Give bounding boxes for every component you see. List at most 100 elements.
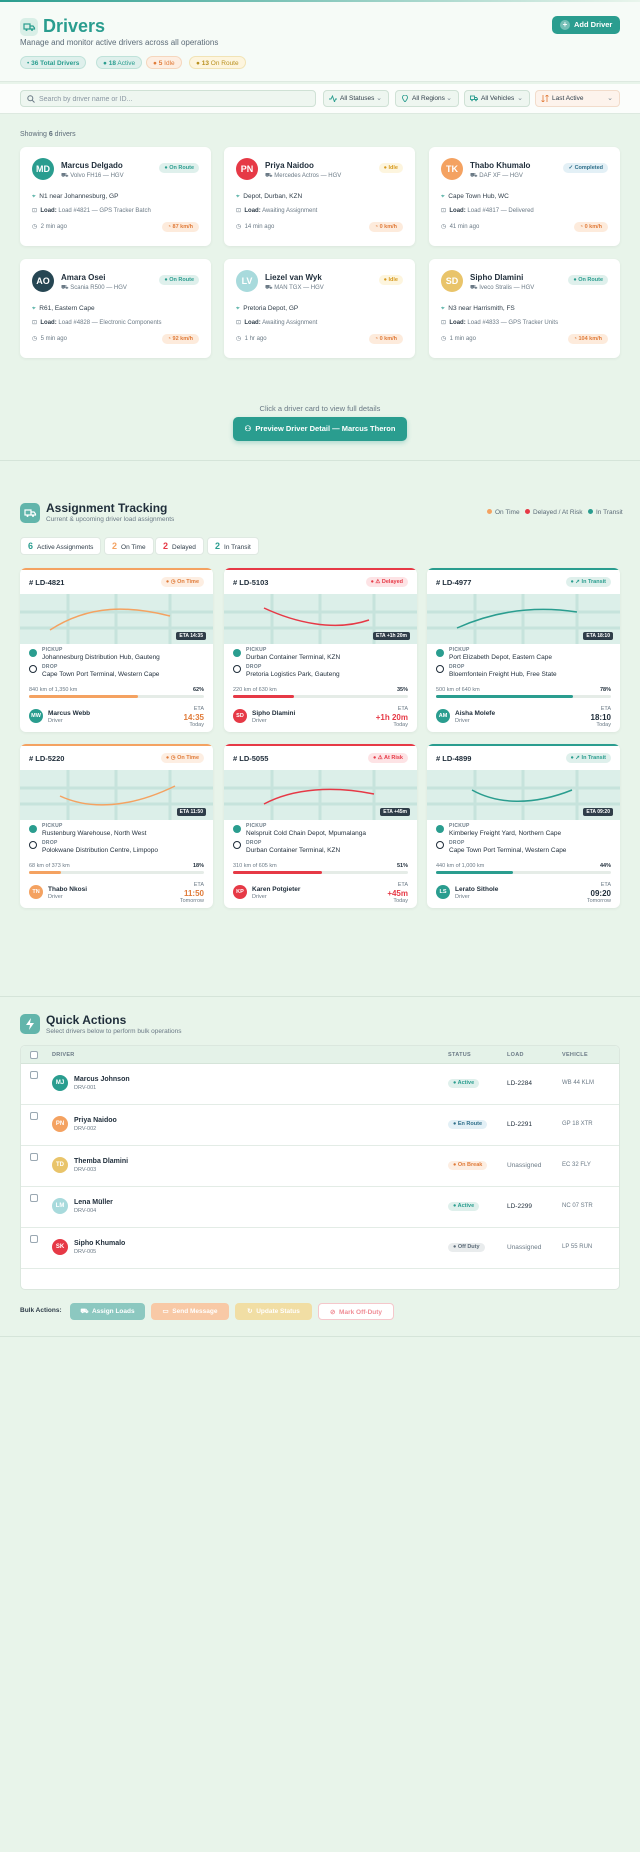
driver-card[interactable]: LV Liezel van Wyk ⛟ MAN TGX — HGV ● Idle… [224, 259, 415, 358]
driver-load: ⊡ Load: Awaiting Assignment [236, 208, 318, 214]
chevron-down-icon: ⌄ [607, 95, 613, 102]
load-value: LD-2299 [507, 1203, 532, 1210]
assignment-card[interactable]: # LD-4977 ● ➚ In Transit ETA 18:10 PICKU… [427, 568, 620, 732]
pill-idle[interactable]: ● 5 Idle [146, 56, 182, 69]
table-row[interactable]: SK Sipho Khumalo DRV-005 ● Off Duty Unas… [21, 1228, 619, 1269]
load-id: # LD-4821 [29, 578, 65, 587]
status-strip [224, 568, 417, 570]
truck-icon: ⛟ [80, 1308, 89, 1315]
search-input[interactable] [39, 93, 309, 105]
vehicle-filter[interactable]: All Vehicles ⌄ [464, 90, 530, 107]
status-badge: ● ◷ On Time [160, 753, 204, 763]
legend-delayed: Delayed / At Risk [525, 509, 583, 516]
progress-fill [436, 695, 573, 698]
vehicle-value: EC 32 FLY [562, 1162, 591, 1168]
region-filter[interactable]: All Regions ⌄ [395, 90, 459, 107]
assignment-card[interactable]: # LD-4821 ● ◷ On Time ETA 14:35 PICKUP J… [20, 568, 213, 732]
package-icon: ⊡ [441, 320, 447, 326]
route-line [59, 785, 176, 806]
table-row[interactable]: MJ Marcus Johnson DRV-001 ● Active LD-22… [21, 1064, 619, 1105]
row-checkbox[interactable] [30, 1194, 38, 1202]
map-eta-badge: ETA 09:20 [583, 808, 613, 816]
assignment-card[interactable]: # LD-4899 ● ➚ In Transit ETA 09:20 PICKU… [427, 744, 620, 908]
column-status[interactable]: STATUS [448, 1052, 471, 1058]
row-checkbox[interactable] [30, 1071, 38, 1079]
table-row[interactable]: PN Priya Naidoo DRV-002 ● En Route LD-22… [21, 1105, 619, 1146]
eta-label: ETA [600, 706, 611, 712]
section-subtitle: Current & upcoming driver load assignmen… [46, 516, 175, 523]
driver-card[interactable]: PN Priya Naidoo ⛟ Mercedes Actros — HGV … [224, 147, 415, 246]
mark-off-duty-button[interactable]: ⊘ Mark Off-Duty [318, 1303, 394, 1320]
drop-location: Cape Town Port Terminal, Western Cape [42, 671, 160, 678]
eta-value: 14:35 [183, 713, 204, 722]
truck-icon: ⛟ [61, 285, 69, 291]
driver-id: DRV-003 [74, 1167, 97, 1173]
stat-active-assignments[interactable]: 6 Active Assignments [20, 537, 102, 555]
driver-card[interactable]: TK Thabo Khumalo ⛟ DAF XF — HGV ✓ Comple… [429, 147, 620, 246]
last-seen: ◷ 14 min ago [236, 224, 275, 230]
speed-badge: ◔ 92 km/h [161, 334, 199, 344]
pill-total-drivers[interactable]: • 36 Total Drivers [20, 56, 87, 69]
assignment-card[interactable]: # LD-5103 ● ⚠ Delayed ETA +1h 20m PICKUP… [224, 568, 417, 732]
pickup-label: PICKUP [42, 647, 63, 653]
driver-vehicle: ⛟ Iveco Stralis — HGV [470, 285, 535, 291]
eta-label: ETA [600, 882, 611, 888]
stat-on-time[interactable]: 2 On Time [104, 537, 154, 555]
clock-icon: ◷ [236, 336, 242, 342]
truck-icon: ⛟ [470, 285, 478, 291]
select-all-checkbox[interactable] [30, 1051, 38, 1059]
avatar: LS [436, 885, 450, 899]
pill-active[interactable]: ● 18 Active [96, 56, 143, 69]
assignment-card[interactable]: # LD-5220 ● ◷ On Time ETA 11:50 PICKUP R… [20, 744, 213, 908]
drop-location: Bloemfontein Freight Hub, Free State [449, 671, 557, 678]
map-eta-badge: ETA 14:35 [176, 632, 206, 640]
status-badge: ● Idle [378, 275, 403, 285]
status-badge: ● En Route [448, 1120, 487, 1129]
status-badge: ● On Route [159, 163, 199, 173]
avatar: AM [436, 709, 450, 723]
progress-fill [233, 871, 323, 874]
assign-loads-button[interactable]: ⛟ Assign Loads [70, 1303, 145, 1320]
driver-vehicle: ⛟ Scania R500 — HGV [61, 285, 127, 291]
stat-in-transit[interactable]: 2 In Transit [207, 537, 259, 555]
clock-icon: ◷ [441, 224, 447, 230]
assignment-card[interactable]: # LD-5055 ● ⚠ At Risk ETA +45m PICKUP Ne… [224, 744, 417, 908]
pill-on-route[interactable]: ● 13 On Route [189, 56, 246, 69]
route-line [471, 789, 573, 802]
column-vehicle[interactable]: VEHICLE [562, 1052, 588, 1058]
status-filter[interactable]: All Statuses ⌄ [323, 90, 389, 107]
send-message-button[interactable]: ▭ Send Message [151, 1303, 229, 1320]
route-map: ETA 11:50 [20, 770, 213, 820]
speed-badge: ◔ 87 km/h [161, 222, 199, 232]
update-status-button[interactable]: ↻ Update Status [235, 1303, 312, 1320]
package-icon: ⊡ [236, 320, 242, 326]
status-badge: ● ◷ On Time [160, 577, 204, 587]
column-load[interactable]: LOAD [507, 1052, 524, 1058]
page-header: Drivers Manage and monitor active driver… [0, 2, 640, 82]
row-checkbox[interactable] [30, 1235, 38, 1243]
pickup-label: PICKUP [246, 823, 267, 829]
status-strip [427, 744, 620, 746]
driver-card[interactable]: SD Sipho Dlamini ⛟ Iveco Stralis — HGV ●… [429, 259, 620, 358]
avatar: LV [236, 270, 258, 292]
table-row[interactable]: TD Themba Dlamini DRV-003 ● On Break Una… [21, 1146, 619, 1187]
row-checkbox[interactable] [30, 1153, 38, 1161]
table-row[interactable]: LM Lena Müller DRV-004 ● Active LD-2299 … [21, 1187, 619, 1228]
column-driver[interactable]: DRIVER [52, 1052, 75, 1058]
vehicle-value: LP 55 RUN [562, 1244, 593, 1250]
status-badge: ● Active [448, 1079, 480, 1088]
preview-driver-button[interactable]: ⚇ Preview Driver Detail — Marcus Theron [233, 417, 407, 441]
stat-delayed[interactable]: 2 Delayed [155, 537, 204, 555]
driver-card[interactable]: AO Amara Osei ⛟ Scania R500 — HGV ● On R… [20, 259, 211, 358]
driver-card[interactable]: MD Marcus Delgado ⛟ Volvo FH16 — HGV ● O… [20, 147, 211, 246]
map-eta-badge: ETA 18:10 [583, 632, 613, 640]
pickup-icon [436, 649, 444, 657]
add-driver-button[interactable]: + Add Driver [552, 16, 620, 34]
truck-icon: ⛟ [61, 173, 69, 179]
truck-icon: ⛟ [265, 285, 273, 291]
search-box[interactable] [20, 90, 316, 107]
driver-name: Thabo Khumalo [470, 161, 531, 170]
avatar: TK [441, 158, 463, 180]
sort-select[interactable]: Last Active ⌄ [535, 90, 620, 107]
row-checkbox[interactable] [30, 1112, 38, 1120]
